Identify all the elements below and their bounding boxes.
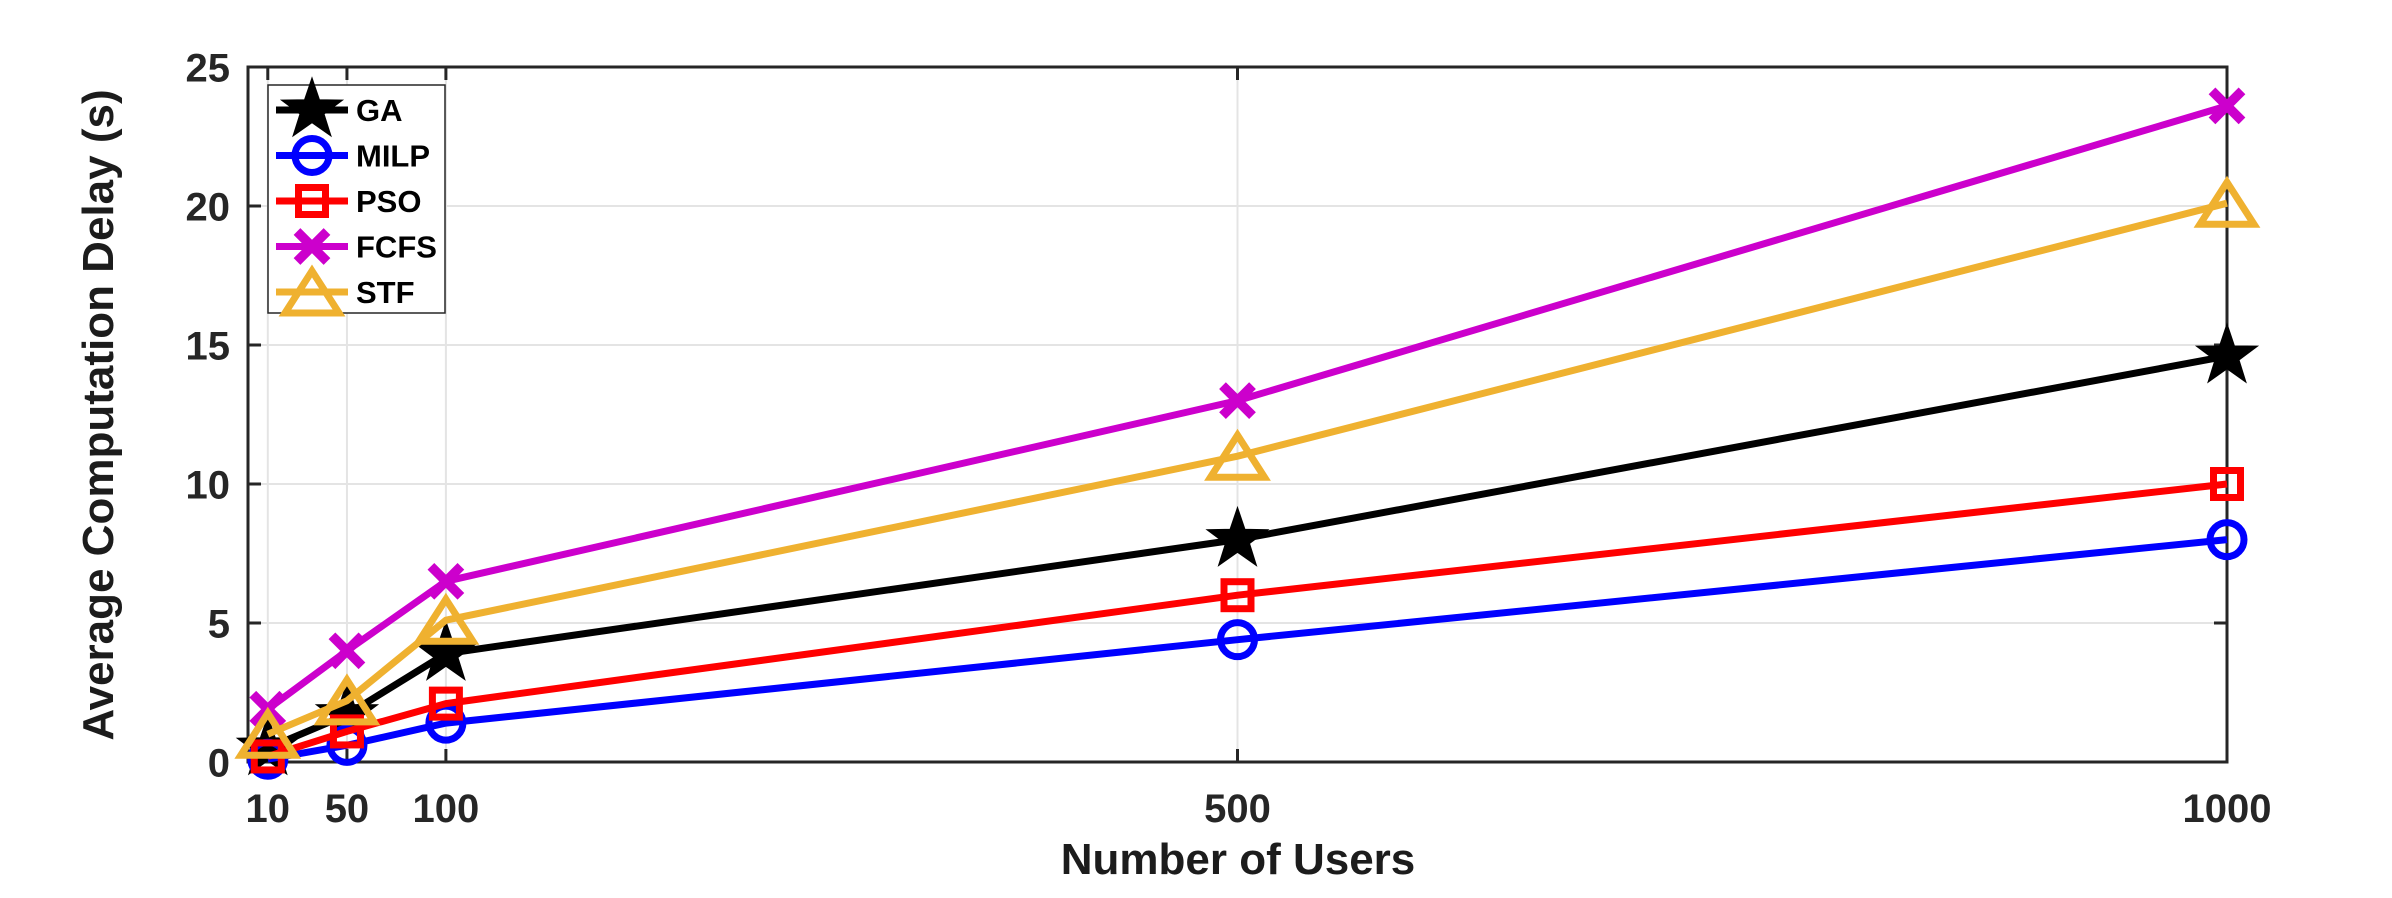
legend-marker-PSO [295, 184, 329, 218]
legend-group: GA MILP PSO FCFS STF [267, 76, 446, 317]
x-tick-label-1000: 1000 [2183, 787, 2272, 831]
x-tick-label-10: 10 [246, 787, 291, 831]
series-line-PSO [266, 480, 2228, 760]
x-axis-label: Number of Users [1061, 835, 1416, 884]
series-line-STF [266, 199, 2228, 738]
marker-FCFS-x100 [427, 562, 465, 600]
tick-labels-group: 10 50 100 500 1000 0 5 10 15 20 25 [186, 46, 2272, 831]
marker-PSO-x50 [329, 714, 364, 749]
marker-STF-x500 [1204, 428, 1271, 481]
legend-marker-GA [279, 76, 345, 138]
series-group [234, 87, 2261, 780]
y-tick-label-25: 25 [186, 46, 231, 90]
marker-FCFS-x1000 [2208, 87, 2246, 125]
marker-FCFS-x500 [1219, 382, 1256, 419]
legend-label-FCFS: FCFS [356, 230, 437, 265]
y-tick-label-0: 0 [208, 741, 230, 785]
legend-marker-MILP [291, 135, 333, 176]
marker-GA-x500 [1205, 505, 1270, 567]
legend-marker-FCFS [293, 228, 331, 265]
y-tick-label-5: 5 [208, 602, 230, 646]
marker-PSO-x1000 [2210, 467, 2244, 501]
legend-label-GA: GA [356, 93, 403, 128]
y-axis-label: Average Computation Delay (s) [74, 89, 123, 740]
legend-label-MILP: MILP [356, 139, 430, 174]
legend-marker-STF [278, 264, 346, 317]
x-tick-label-500: 500 [1204, 787, 1271, 831]
x-tick-label-50: 50 [325, 787, 370, 831]
y-tick-label-10: 10 [186, 463, 231, 507]
marker-PSO-x500 [1220, 578, 1255, 613]
marker-STF-x1000 [2193, 175, 2261, 228]
marker-GA-x1000 [2194, 322, 2260, 384]
y-tick-label-20: 20 [186, 185, 231, 229]
marker-FCFS-x50 [328, 632, 366, 670]
marker-MILP-x500 [1217, 619, 1258, 661]
marker-PSO-x100 [428, 686, 463, 721]
x-tick-label-100: 100 [413, 787, 480, 831]
marker-MILP-x1000 [2206, 519, 2248, 561]
legend-label-STF: STF [356, 275, 415, 310]
legend-label-PSO: PSO [356, 184, 421, 219]
marker-STF-x50 [313, 673, 381, 726]
marker-GA-x100 [413, 619, 479, 681]
y-tick-label-15: 15 [186, 324, 231, 368]
marker-STF-x100 [412, 592, 480, 645]
series-line-MILP [267, 536, 2228, 763]
marker-STF-x10 [234, 706, 302, 759]
